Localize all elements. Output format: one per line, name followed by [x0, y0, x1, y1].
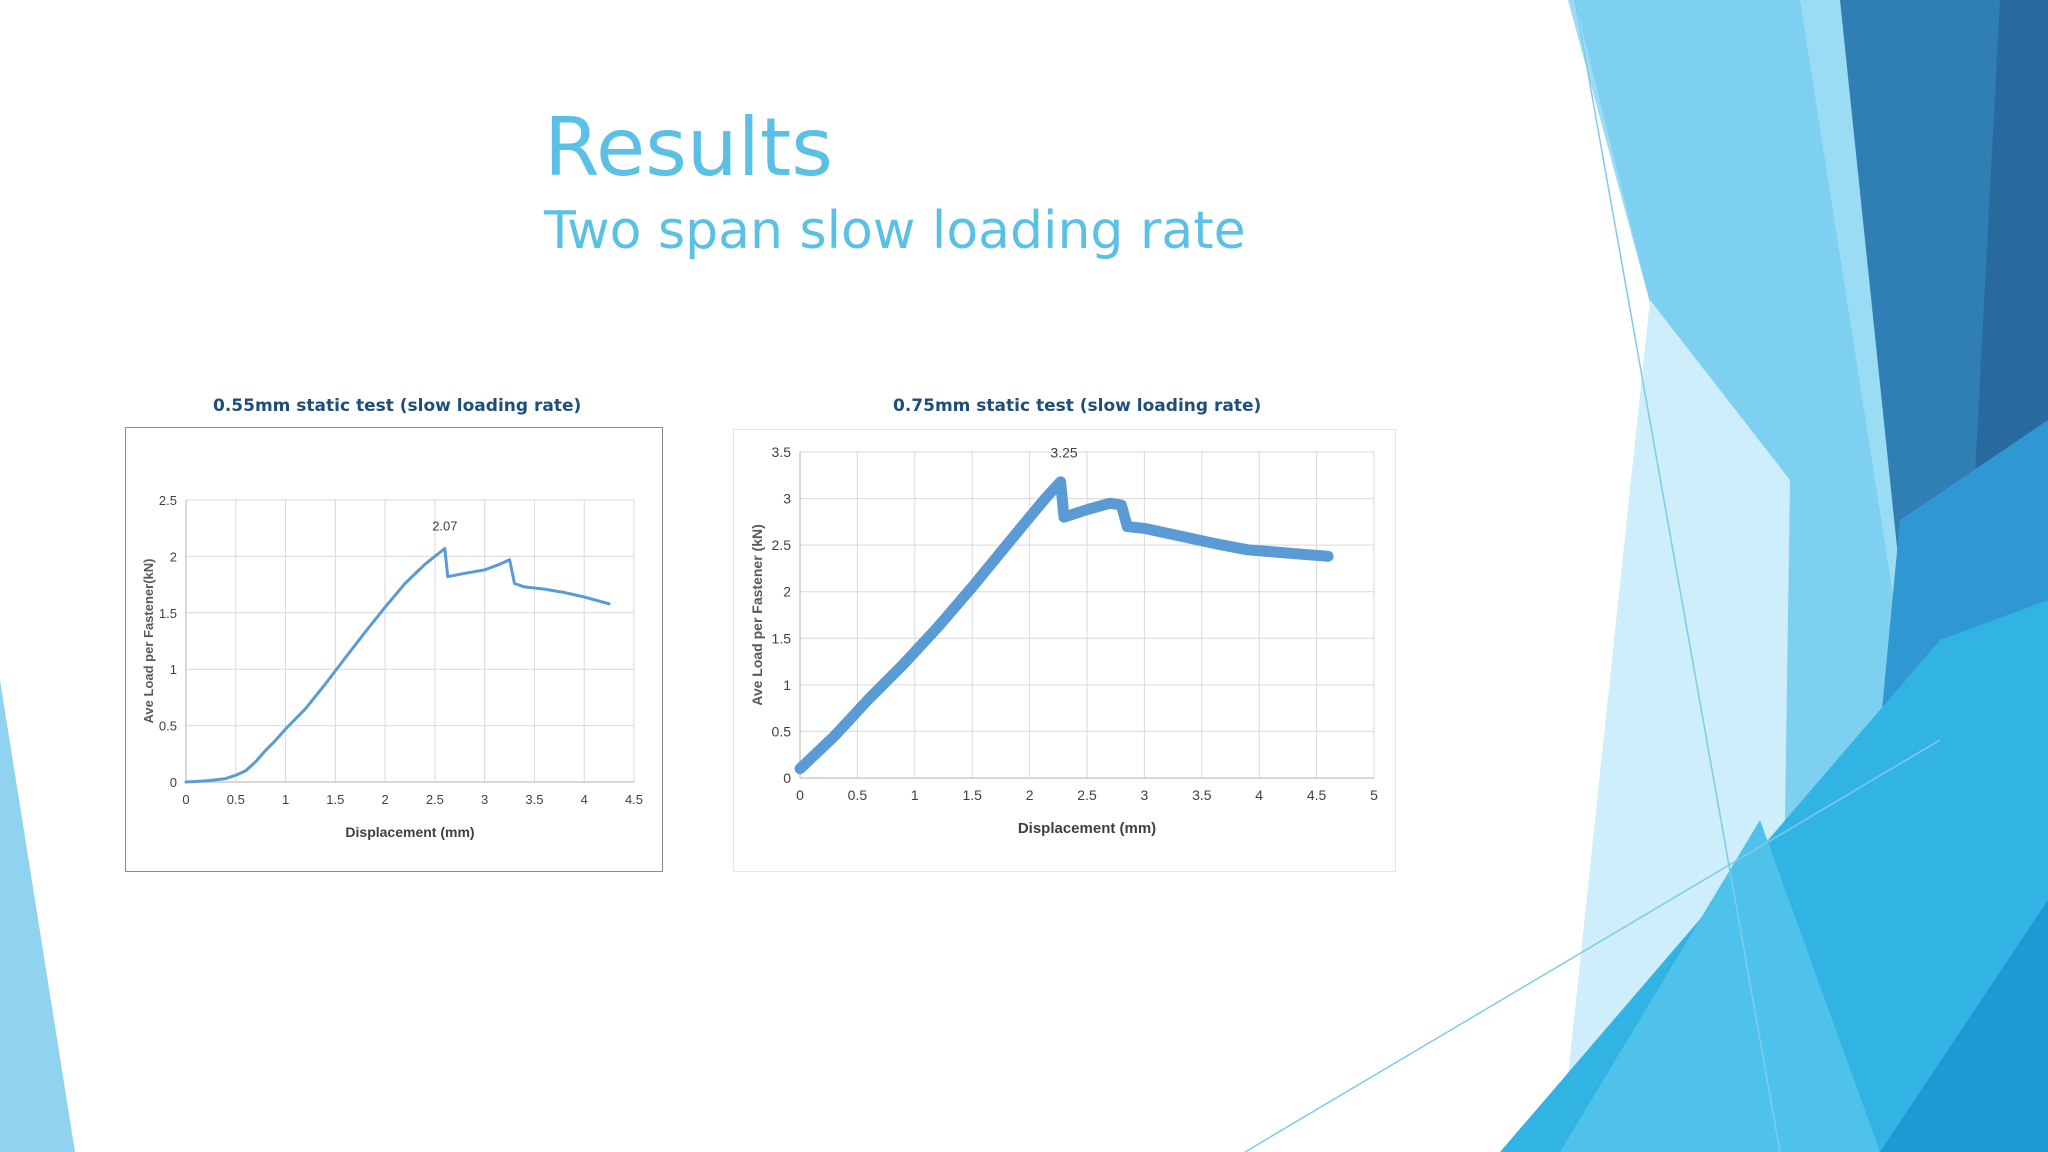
y-tick-label: 2: [170, 549, 177, 564]
peak-data-label: 3.25: [1050, 444, 1077, 460]
data-series-line: [184, 547, 611, 784]
x-tick-label: 2: [381, 792, 388, 807]
x-axis-title: Displacement (mm): [1018, 820, 1156, 837]
y-tick-label: 2.5: [159, 493, 177, 508]
x-tick-label: 3: [481, 792, 488, 807]
x-tick-label: 1.5: [962, 787, 982, 803]
data-series-line: [794, 476, 1334, 775]
x-tick-label: 3.5: [525, 792, 543, 807]
x-tick-label: 3: [1141, 787, 1149, 803]
x-tick-label: 0.5: [848, 787, 868, 803]
y-tick-label: 1: [783, 677, 791, 693]
chart-1-title: 0.55mm static test (slow loading rate): [213, 396, 582, 416]
y-axis-title: Ave Load per Fastener(kN): [141, 559, 156, 724]
x-tick-label: 1.5: [326, 792, 344, 807]
chart-1-plot: 0 0.5 1 1.5 2 2.5 3 3.5 4 4.5 0 0.5 1 1.5 2 2.5 Displace…: [141, 493, 643, 840]
x-axis-title: Displacement (mm): [345, 824, 474, 840]
y-tick-label: 3: [783, 491, 791, 507]
chart-2-title: 0.75mm static test (slow loading rate): [893, 396, 1262, 416]
x-tick-label: 2.5: [426, 792, 444, 807]
x-tick-label: 4.5: [625, 792, 643, 807]
y-tick-label: 2: [783, 584, 791, 600]
x-tick-label: 3.5: [1192, 787, 1212, 803]
y-tick-label: 0.5: [772, 723, 792, 739]
y-tick-label: 2.5: [772, 537, 792, 553]
y-tick-label: 0: [783, 770, 791, 786]
x-tick-label: 4: [581, 792, 588, 807]
bg-shape-bottom-right: [1880, 900, 2048, 1152]
chart-1-container: 0 0.5 1 1.5 2 2.5 3 3.5 4 4.5 0 0.5 1 1.5 2 2.5 Displace…: [125, 427, 663, 872]
x-tick-label: 0: [182, 792, 189, 807]
y-tick-label: 1: [170, 662, 177, 677]
peak-data-label: 2.07: [432, 519, 457, 534]
x-tick-label: 1: [911, 787, 919, 803]
x-tick-label: 2: [1026, 787, 1034, 803]
y-tick-label: 0.5: [159, 719, 177, 734]
y-tick-label: 1.5: [159, 606, 177, 621]
bg-shape-left: [0, 680, 75, 1152]
x-tick-label: 5: [1370, 787, 1378, 803]
bg-shape-bottom-light: [1560, 820, 1880, 1152]
y-axis-title: Ave Load per Fastener (kN): [749, 524, 765, 706]
x-tick-label: 1: [282, 792, 289, 807]
x-tick-label: 0: [796, 787, 804, 803]
bg-line-vertical: [1574, 0, 1781, 1152]
y-tick-label: 1.5: [772, 630, 792, 646]
chart-2-plot: 0 0.5 1 1.5 2 2.5 3 3.5 4 4.5 5 0 0.5 1 1.5 2 2.5 3 3.5 Dis…: [749, 444, 1378, 837]
x-tick-label: 4.5: [1307, 787, 1327, 803]
slide-title: Results: [544, 101, 833, 194]
x-tick-label: 4: [1255, 787, 1263, 803]
x-tick-label: 0.5: [227, 792, 245, 807]
y-tick-label: 0: [170, 775, 177, 790]
slide-subtitle: Two span slow loading rate: [544, 201, 1246, 261]
bg-line-diagonal: [1244, 739, 1941, 1152]
x-tick-label: 2.5: [1077, 787, 1097, 803]
y-tick-label: 3.5: [772, 444, 792, 460]
chart-2-container: 0 0.5 1 1.5 2 2.5 3 3.5 4 4.5 5 0 0.5 1 1.5 2 2.5 3 3.5 Dis…: [733, 429, 1396, 872]
